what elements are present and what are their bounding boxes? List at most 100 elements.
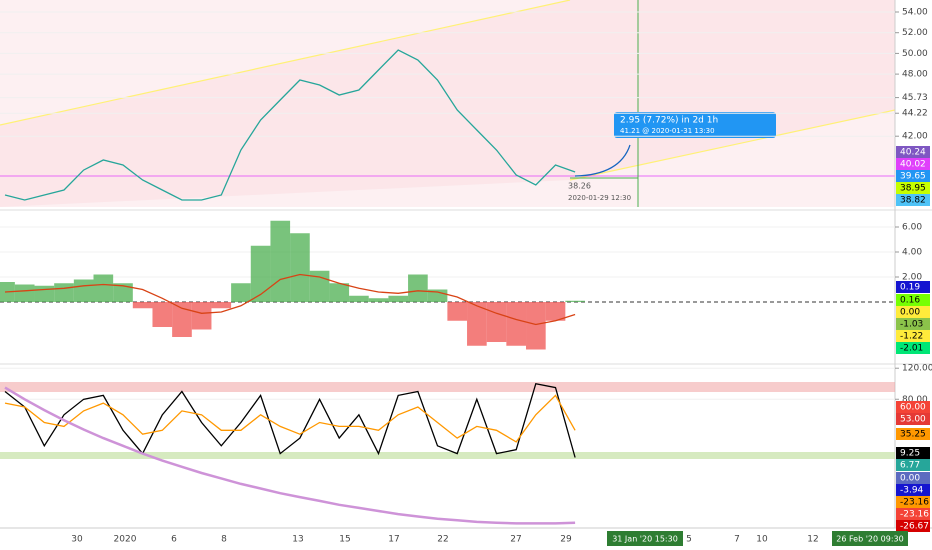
price-badge-label: -23.16 <box>900 498 929 508</box>
y-tick-label: 50.00 <box>902 49 928 59</box>
histogram-bar <box>309 270 330 302</box>
y-tick-label: 2.00 <box>902 273 922 283</box>
price-badge <box>896 146 930 158</box>
measure-arrow <box>574 144 631 177</box>
measure-subtext: 41.21 @ 2020-01-31 13:30 <box>620 127 715 135</box>
y-tick-label: 4.00 <box>902 248 922 258</box>
price-badge <box>896 281 930 293</box>
series-line <box>4 382 576 458</box>
price-badge-label: -1.03 <box>900 320 923 330</box>
price-badge-label: 60.00 <box>900 403 926 413</box>
series-line <box>4 386 576 525</box>
histogram-bar <box>467 302 487 346</box>
price-badge <box>896 520 930 532</box>
x-tick-label: 30 <box>71 535 83 545</box>
histogram-bar <box>270 220 291 302</box>
histogram-bar <box>34 285 55 302</box>
date-label: 2020-01-29 12:30 <box>568 194 631 202</box>
y-tick-label: 45.73 <box>902 93 928 103</box>
histogram-bar <box>152 302 173 327</box>
y-tick-label: 54.00 <box>902 8 928 18</box>
y-tick-label: 44.22 <box>902 109 928 119</box>
trendline <box>569 109 896 181</box>
x-tick-label: 15 <box>339 535 350 545</box>
price-badge <box>896 294 930 306</box>
price-badge <box>896 194 930 206</box>
histogram-bar <box>93 274 114 302</box>
x-tick-label: 8 <box>221 535 227 545</box>
price-badge-label: 0.00 <box>900 474 920 484</box>
histogram-bar <box>408 274 428 302</box>
price-badge <box>896 472 930 484</box>
histogram-bar <box>231 283 251 302</box>
price-badge <box>896 484 930 496</box>
measure-text: 2.95 (7.72%) in 2d 1h <box>620 116 718 126</box>
histogram-bar <box>447 302 468 321</box>
price-badge <box>896 170 930 182</box>
neutral-zone <box>0 452 895 459</box>
histogram-bar <box>486 302 507 342</box>
price-badge <box>896 158 930 170</box>
price-badge-label: 38.95 <box>900 184 926 194</box>
y-tick-label: 6.00 <box>902 223 922 233</box>
histogram-bar <box>54 283 74 302</box>
price-badge-label: 6.77 <box>900 461 920 471</box>
price-badge-label: 0.16 <box>900 296 920 306</box>
price-badge <box>896 447 930 459</box>
histogram-bar <box>545 302 566 321</box>
price-badge-label: 53.00 <box>900 415 926 425</box>
channel <box>0 0 895 207</box>
time-badge-label: 26 Feb '20 09:30 <box>836 535 903 544</box>
histogram-bar <box>172 302 192 337</box>
series-line <box>4 49 576 201</box>
price-badge-label: 38.82 <box>900 196 926 206</box>
histogram-bar <box>349 295 369 302</box>
price-badge <box>896 459 930 471</box>
x-tick-label: 6 <box>171 535 177 545</box>
x-tick-label: 13 <box>292 535 303 545</box>
x-tick-label: 17 <box>388 535 399 545</box>
x-tick-label: 29 <box>560 535 572 545</box>
overbought-zone <box>0 382 895 392</box>
price-badge-label: -23.16 <box>900 510 929 520</box>
histogram-bar <box>211 302 232 309</box>
histogram-bar <box>526 302 546 350</box>
histogram-bar <box>565 300 585 302</box>
price-badge-label: -26.67 <box>900 522 929 532</box>
x-tick-label: 5 <box>686 535 692 545</box>
series-line <box>4 394 576 443</box>
price-badge-label: 9.25 <box>900 449 920 459</box>
x-tick-label: 22 <box>437 535 448 545</box>
price-badge <box>896 496 930 508</box>
measure-box <box>614 112 776 138</box>
price-label: 38.26 <box>568 182 591 191</box>
price-badge-label: 0.00 <box>900 308 920 318</box>
histogram-bar <box>73 279 94 302</box>
price-badge <box>896 401 930 413</box>
time-badge <box>832 531 908 546</box>
price-badge-label: 0.19 <box>900 283 920 293</box>
time-badge <box>607 531 683 546</box>
trendline <box>0 0 571 126</box>
price-badge <box>896 318 930 330</box>
price-badge-label: 35.25 <box>900 430 926 440</box>
y-tick-label: 48.00 <box>902 70 928 80</box>
price-badge <box>896 182 930 194</box>
y-tick-label: 42.00 <box>902 132 928 142</box>
histogram-bar <box>368 298 389 302</box>
price-badge <box>896 306 930 318</box>
series-line <box>4 273 576 326</box>
x-tick-label: 7 <box>734 535 740 545</box>
price-badge <box>896 413 930 425</box>
x-tick-label: 27 <box>510 535 521 545</box>
y-tick-label: 120.00 <box>902 364 932 374</box>
y-tick-label: 52.00 <box>902 28 928 38</box>
price-badge-label: 40.24 <box>900 148 926 158</box>
x-tick-label: 10 <box>756 535 768 545</box>
price-badge <box>896 508 930 520</box>
price-badge-label: 39.65 <box>900 172 926 182</box>
histogram-bar <box>329 283 350 302</box>
histogram-bar <box>506 302 527 346</box>
histogram-bar <box>191 302 212 330</box>
